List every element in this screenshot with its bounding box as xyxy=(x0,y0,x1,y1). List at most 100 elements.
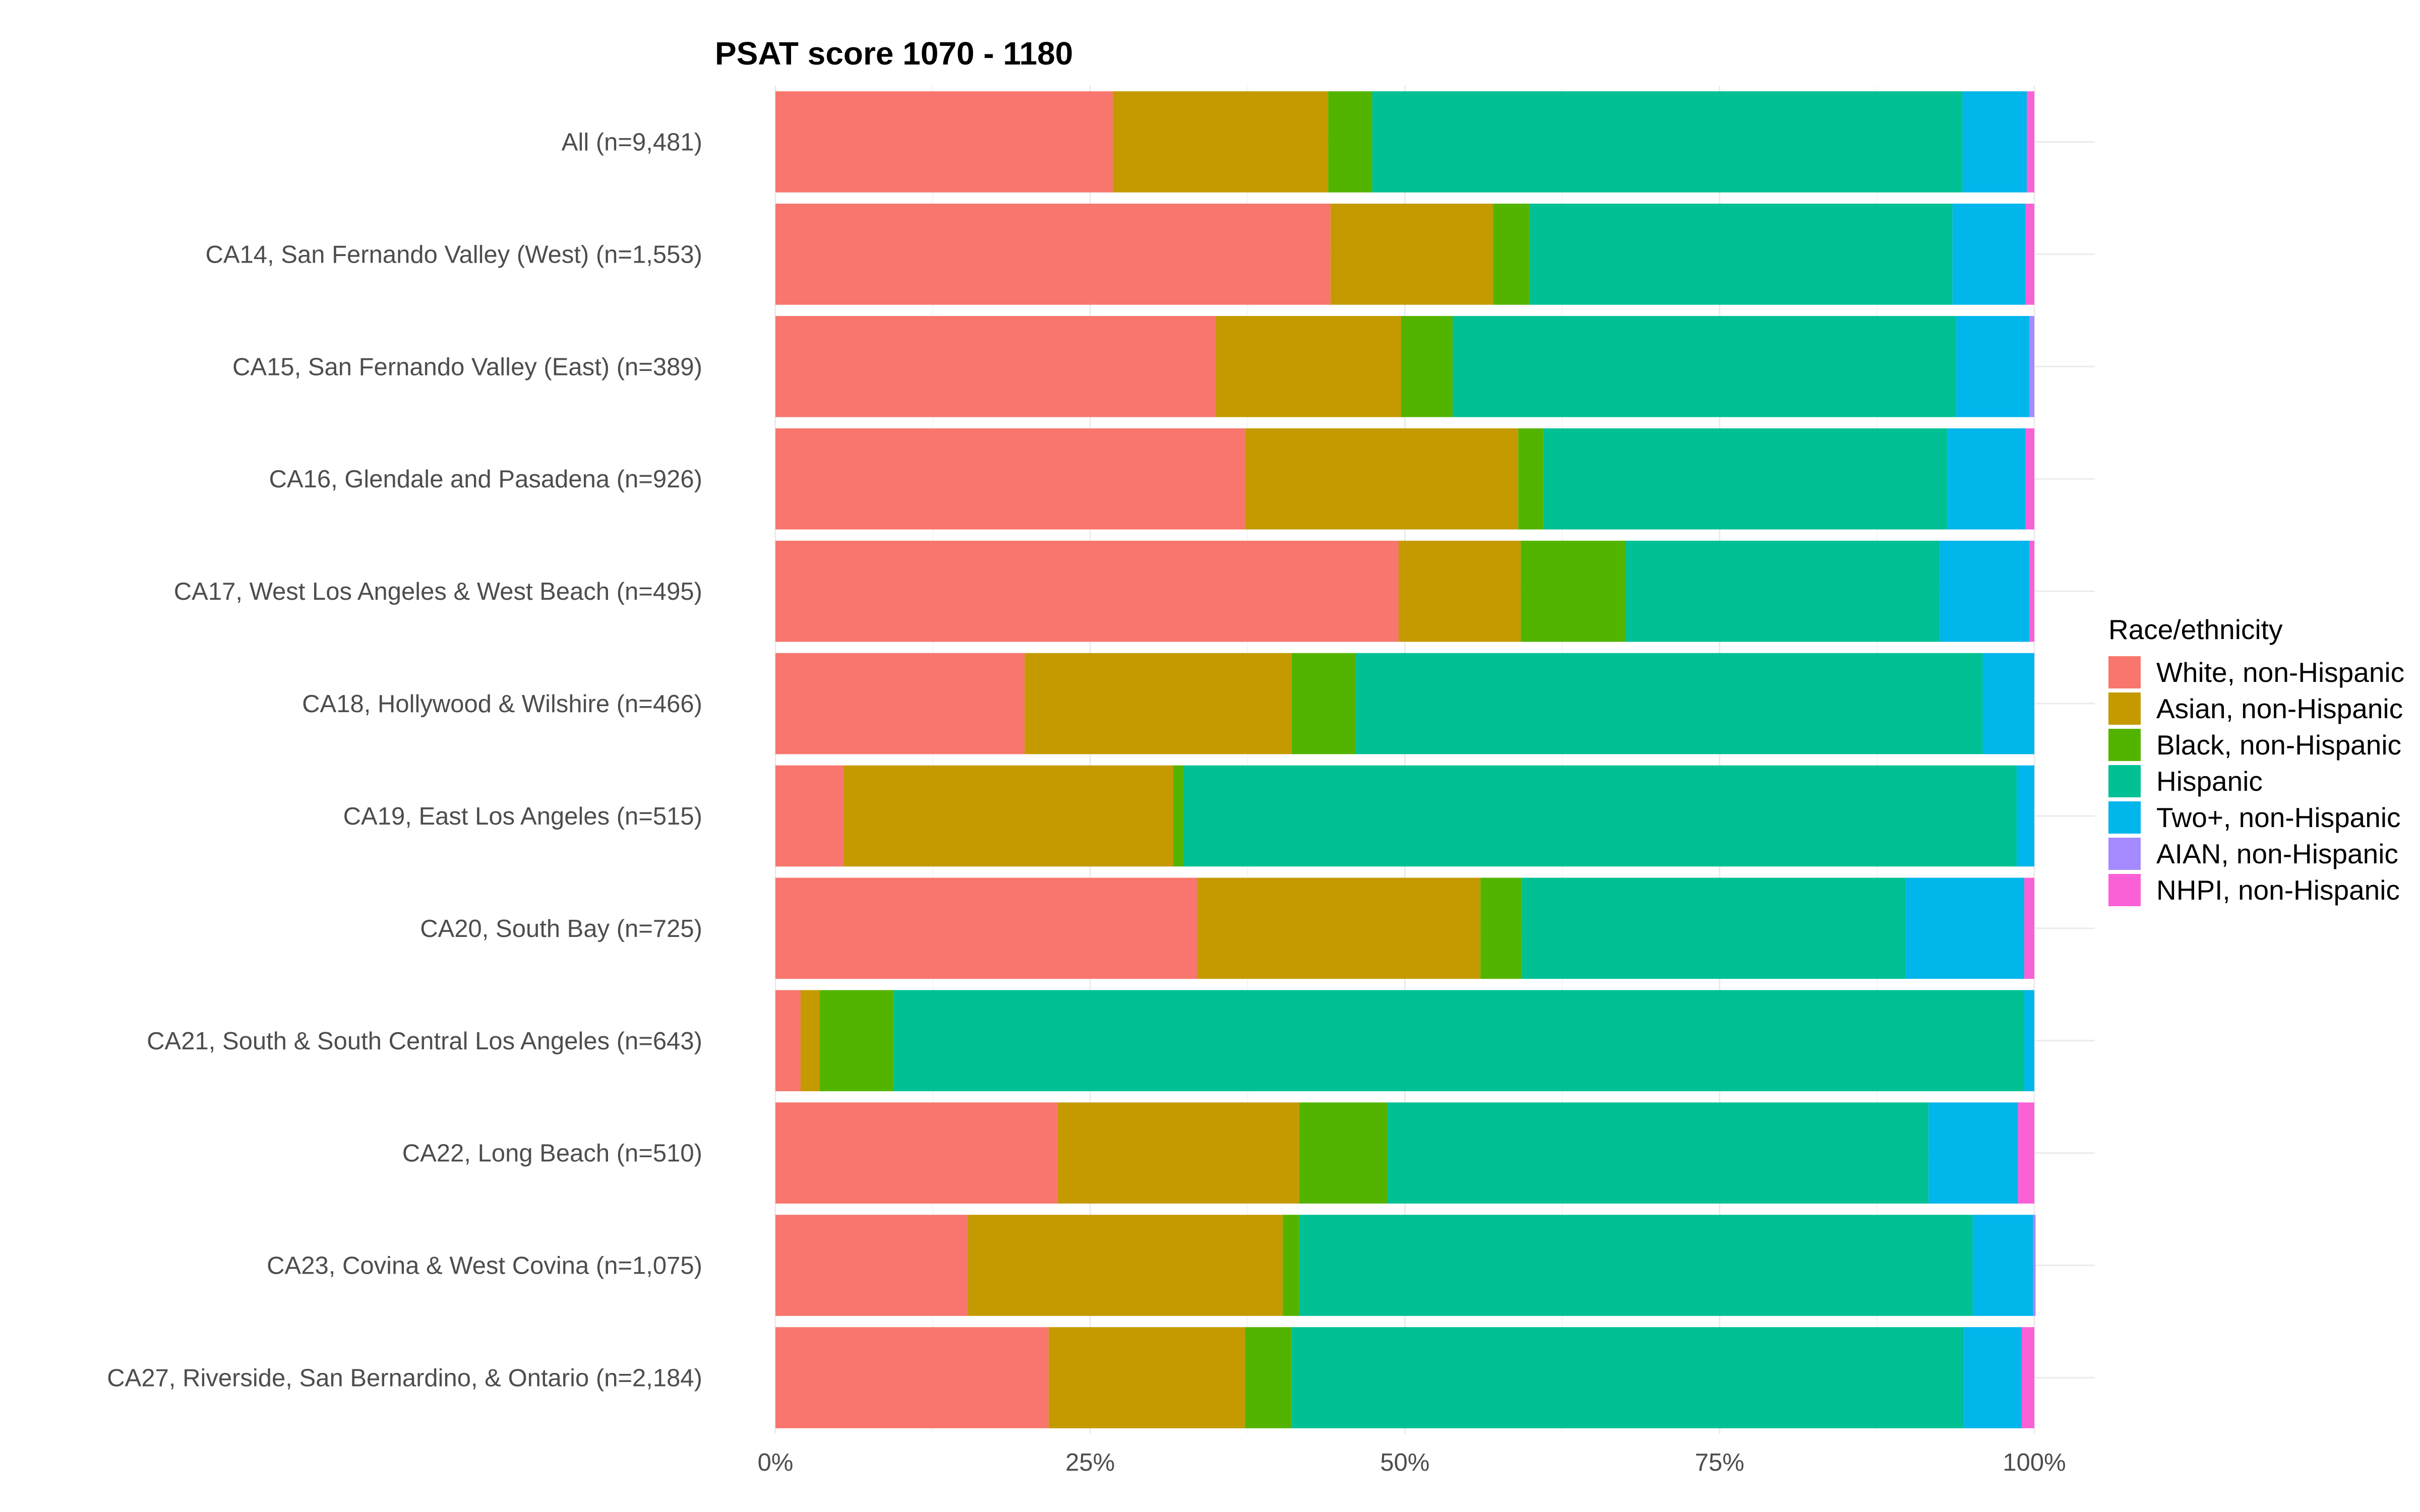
legend-label: AIAN, non-Hispanic xyxy=(2156,838,2398,869)
bar-segment xyxy=(843,765,1174,867)
category-label: CA14, San Fernando Valley (West) (n=1,55… xyxy=(205,241,702,268)
bar-segment xyxy=(775,990,801,1092)
bar-segment xyxy=(1299,1215,1973,1316)
bar-segment xyxy=(2024,877,2034,979)
bar-segment xyxy=(2033,1215,2036,1316)
bar-segment xyxy=(1197,877,1481,979)
bar-segment xyxy=(1291,1327,1964,1428)
legend-label: Hispanic xyxy=(2156,766,2263,797)
bar-segment xyxy=(1328,91,1372,193)
bar-segment xyxy=(1956,316,2030,417)
bar-segment xyxy=(1522,877,1906,979)
legend-key xyxy=(2108,765,2141,797)
category-label: CA18, Hollywood & Wilshire (n=466) xyxy=(302,690,702,718)
legend: Race/ethnicity White, non-Hispanic Asian,… xyxy=(2108,614,2404,906)
bar-segment xyxy=(775,91,1113,193)
category-label: CA15, San Fernando Valley (East) (n=389) xyxy=(232,353,702,381)
bar-segment xyxy=(1291,653,1356,754)
legend-key xyxy=(2108,692,2141,725)
bar-segment xyxy=(775,1102,1058,1204)
bar-segment xyxy=(1356,653,1983,754)
bar-segment xyxy=(1529,204,1953,305)
bar-segment xyxy=(1518,428,1544,530)
category-label: CA16, Glendale and Pasadena (n=926) xyxy=(269,466,703,493)
category-label: CA17, West Los Angeles & West Beach (n=4… xyxy=(174,578,702,605)
bar-segment xyxy=(1964,1327,2022,1428)
legend-label: NHPI, non-Hispanic xyxy=(2156,874,2400,906)
bar-segment xyxy=(1543,428,1948,530)
legend-key xyxy=(2108,656,2141,688)
bar-segment xyxy=(1962,91,2027,193)
bar-segment xyxy=(1057,1102,1299,1204)
bars xyxy=(775,91,2036,1428)
category-label: CA23, Covina & West Covina (n=1,075) xyxy=(267,1252,702,1280)
bar-segment xyxy=(2025,204,2034,305)
legend-label: Two+, non-Hispanic xyxy=(2156,802,2401,833)
bar-segment xyxy=(1401,316,1453,417)
bar-segment xyxy=(1906,877,2025,979)
chart-title: PSAT score 1070 - 1180 xyxy=(715,35,1073,72)
x-tick-label: 25% xyxy=(1065,1449,1115,1476)
bar-segment xyxy=(1387,1102,1929,1204)
bar-segment xyxy=(2029,540,2034,642)
bar-segment xyxy=(2025,428,2034,530)
category-labels: All (n=9,481) CA14, San Fernando Valley (… xyxy=(107,129,702,1392)
bar-segment xyxy=(1982,653,2034,754)
x-tick-label: 100% xyxy=(2003,1449,2066,1476)
category-label: All (n=9,481) xyxy=(562,129,702,156)
bar-segment xyxy=(775,1215,969,1316)
bar-segment xyxy=(1947,428,2026,530)
bar-segment xyxy=(1521,540,1625,642)
legend-title: Race/ethnicity xyxy=(2108,614,2283,645)
bar-segment xyxy=(2018,1102,2034,1204)
bar-segment xyxy=(1952,204,2026,305)
category-label: CA20, South Bay (n=725) xyxy=(420,915,702,942)
bar-segment xyxy=(819,990,894,1092)
x-axis-tick-labels: 0% 25% 50% 75% 100% xyxy=(758,1449,2066,1476)
bar-segment xyxy=(2027,91,2034,193)
bar-segment xyxy=(1245,428,1519,530)
bar-segment xyxy=(2024,990,2034,1092)
bar-segment xyxy=(968,1215,1283,1316)
bar-segment xyxy=(1113,91,1328,193)
x-tick-label: 0% xyxy=(758,1449,794,1476)
legend-key xyxy=(2108,729,2141,761)
bar-segment xyxy=(1173,765,1184,867)
bar-segment xyxy=(1928,1102,2018,1204)
category-label: CA19, East Los Angeles (n=515) xyxy=(343,803,702,830)
bar-segment xyxy=(1024,653,1292,754)
bar-segment xyxy=(775,204,1331,305)
bar-segment xyxy=(1245,1327,1292,1428)
bar-segment xyxy=(1625,540,1940,642)
bar-segment xyxy=(1299,1102,1387,1204)
category-label: CA21, South & South Central Los Angeles … xyxy=(147,1028,702,1055)
category-label: CA22, Long Beach (n=510) xyxy=(402,1140,702,1167)
bar-segment xyxy=(2017,765,2034,867)
bar-segment xyxy=(893,990,2025,1092)
legend-key xyxy=(2108,801,2141,834)
bar-segment xyxy=(1940,540,2030,642)
bar-segment xyxy=(775,428,1245,530)
bar-segment xyxy=(2022,1327,2034,1428)
bar-segment xyxy=(1372,91,1963,193)
x-tick-label: 50% xyxy=(1380,1449,1429,1476)
legend-label: White, non-Hispanic xyxy=(2156,657,2404,688)
bar-segment xyxy=(1480,877,1522,979)
bar-segment xyxy=(1453,316,1957,417)
bar-segment xyxy=(1216,316,1402,417)
bar-segment xyxy=(775,765,843,867)
legend-label: Black, non-Hispanic xyxy=(2156,729,2401,761)
bar-segment xyxy=(775,1327,1049,1428)
bar-segment xyxy=(1283,1215,1299,1316)
legend-label: Asian, non-Hispanic xyxy=(2156,693,2403,724)
legend-key xyxy=(2108,874,2141,906)
bar-segment xyxy=(775,877,1197,979)
bar-segment xyxy=(1972,1215,2033,1316)
bar-segment xyxy=(1048,1327,1245,1428)
bar-segment xyxy=(800,990,820,1092)
bar-segment xyxy=(775,653,1025,754)
legend-key xyxy=(2108,838,2141,870)
bar-segment xyxy=(775,316,1216,417)
bar-segment xyxy=(1493,204,1530,305)
